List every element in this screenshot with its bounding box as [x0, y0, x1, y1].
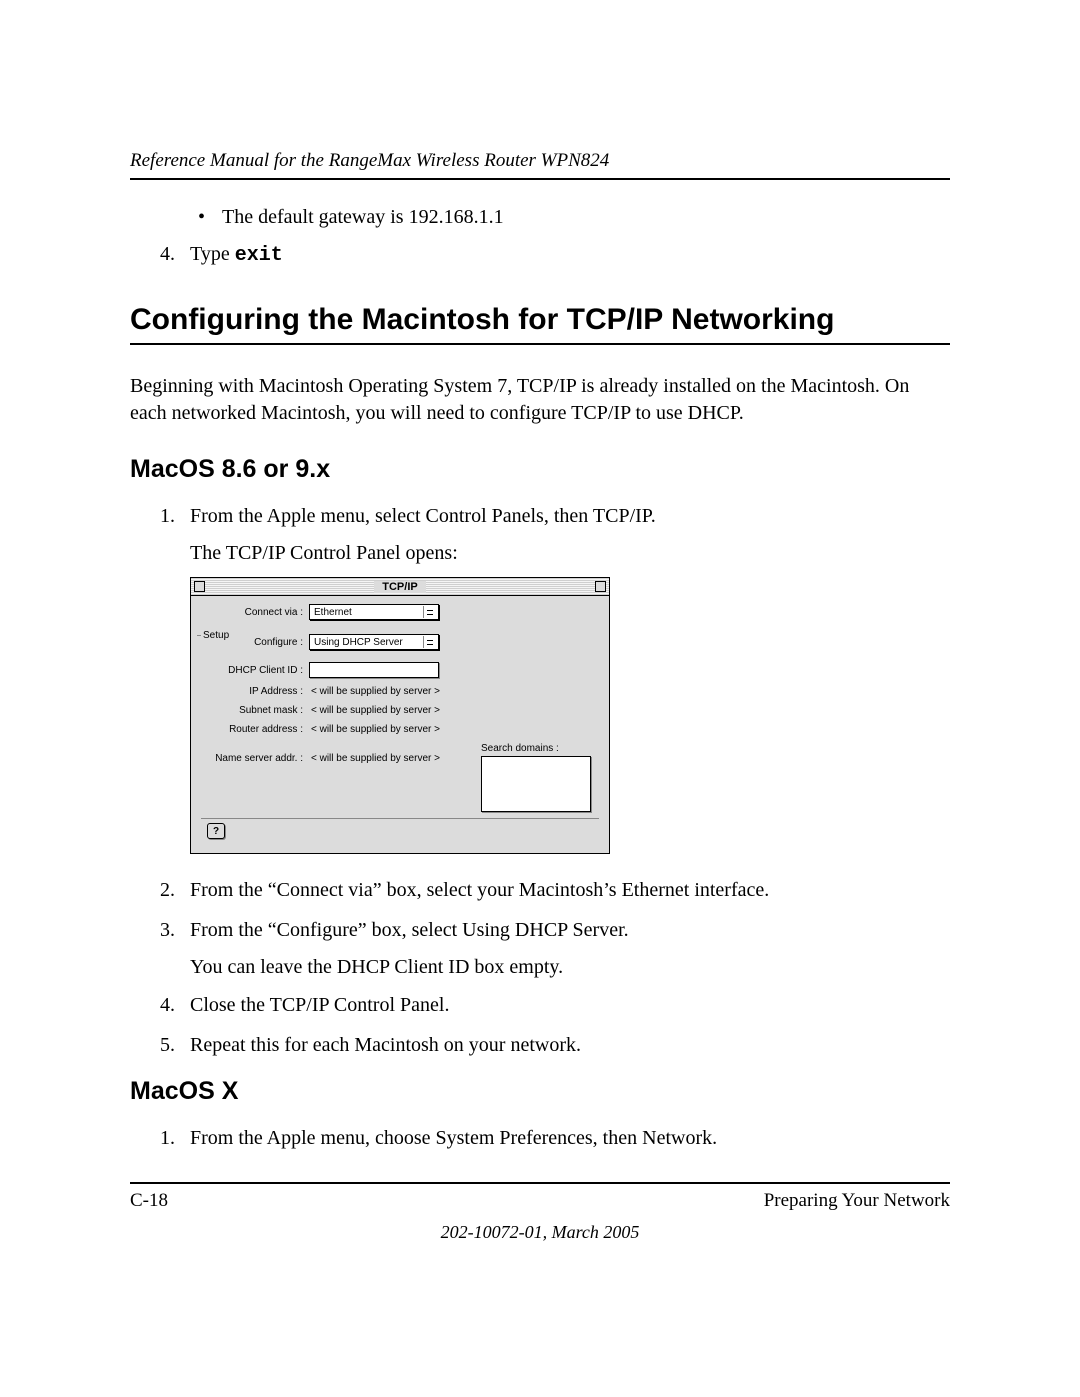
footer-date: 202-10072-01, March 2005: [130, 1222, 950, 1243]
step-text: From the “Connect via” box, select your …: [190, 876, 940, 904]
step-text: From the Apple menu, select Control Pane…: [190, 502, 940, 530]
value-subnet: < will be supplied by server >: [309, 705, 440, 716]
step-text: Repeat this for each Macintosh on your n…: [190, 1031, 940, 1059]
heading-configuring-mac: Configuring the Macintosh for TCP/IP Net…: [130, 303, 950, 337]
input-search-domains[interactable]: [481, 756, 591, 812]
row-connect-via: Connect via : Ethernet: [201, 604, 599, 620]
row-router: Router address : < will be supplied by s…: [201, 724, 599, 735]
panel-title: TCP/IP: [374, 581, 425, 593]
bullet-dot: •: [198, 206, 222, 229]
input-dhcp-client-id[interactable]: [309, 662, 439, 678]
step-a3-cont: You can leave the DHCP Client ID box emp…: [190, 956, 950, 979]
panel-body: Connect via : Ethernet Setup Configure :…: [191, 596, 609, 853]
dropdown-value: Using DHCP Server: [314, 637, 403, 648]
row-configure: Configure : Using DHCP Server: [201, 634, 599, 650]
step-text: From the Apple menu, choose System Prefe…: [190, 1124, 940, 1152]
step-a5: 5.Repeat this for each Macintosh on your…: [160, 1031, 950, 1059]
label-router: Router address :: [201, 724, 309, 735]
panel-lower-left: Name server addr. : < will be supplied b…: [201, 743, 481, 772]
step-number: 4.: [160, 243, 190, 266]
panel-lower-right: Search domains :: [481, 743, 599, 812]
step-number: 1.: [160, 502, 190, 530]
heading-macos-x: MacOS X: [130, 1077, 950, 1106]
step-command: exit: [235, 244, 283, 267]
step-number: 1.: [160, 1124, 190, 1152]
page-number: C-18: [130, 1190, 168, 1212]
section-title: Preparing Your Network: [764, 1190, 950, 1212]
row-subnet: Subnet mask : < will be supplied by serv…: [201, 705, 599, 716]
fieldset-label-setup: Setup: [201, 630, 231, 641]
row-ip-address: IP Address : < will be supplied by serve…: [201, 686, 599, 697]
dropdown-connect-via[interactable]: Ethernet: [309, 604, 439, 620]
header-rule: [130, 178, 950, 180]
step-number: 4.: [160, 991, 190, 1019]
step-text: From the “Configure” box, select Using D…: [190, 916, 940, 944]
step-a1: 1.From the Apple menu, select Control Pa…: [160, 502, 950, 530]
step-text: Type: [190, 243, 235, 265]
value-ip-address: < will be supplied by server >: [309, 686, 440, 697]
label-search-domains: Search domains :: [481, 743, 599, 754]
step-a2: 2.From the “Connect via” box, select you…: [160, 876, 950, 904]
step-b1: 1.From the Apple menu, choose System Pre…: [160, 1124, 950, 1152]
panel-lower: Name server addr. : < will be supplied b…: [201, 743, 599, 812]
help-icon: ?: [213, 826, 219, 837]
close-box-icon[interactable]: [194, 581, 205, 592]
step-a4: 4.Close the TCP/IP Control Panel.: [160, 991, 950, 1019]
zoom-box-icon[interactable]: [595, 581, 606, 592]
page-header: Reference Manual for the RangeMax Wirele…: [130, 150, 950, 172]
label-dhcp-client-id: DHCP Client ID :: [201, 665, 309, 676]
label-connect-via: Connect via :: [201, 607, 309, 618]
row-nameserver: Name server addr. : < will be supplied b…: [201, 753, 481, 764]
heading-rule: [130, 343, 950, 345]
bullet-text: The default gateway is 192.168.1.1: [222, 206, 504, 228]
panel-footer: ?: [201, 818, 599, 843]
tcpip-control-panel: TCP/IP Connect via : Ethernet Setup Conf…: [190, 577, 610, 854]
value-router: < will be supplied by server >: [309, 724, 440, 735]
help-button[interactable]: ?: [207, 823, 225, 839]
label-ip-address: IP Address :: [201, 686, 309, 697]
label-subnet: Subnet mask :: [201, 705, 309, 716]
footer-rule: [130, 1182, 950, 1184]
step-a1-cont: The TCP/IP Control Panel opens:: [190, 542, 950, 565]
step-number: 3.: [160, 916, 190, 944]
step-a3: 3.From the “Configure” box, select Using…: [160, 916, 950, 944]
heading-macos-8-9: MacOS 8.6 or 9.x: [130, 455, 950, 484]
panel-titlebar: TCP/IP: [191, 578, 609, 596]
step-type-exit: 4.Type exit: [160, 243, 950, 267]
step-number: 2.: [160, 876, 190, 904]
document-page: Reference Manual for the RangeMax Wirele…: [0, 0, 1080, 1303]
intro-paragraph: Beginning with Macintosh Operating Syste…: [130, 373, 950, 427]
row-dhcp-client-id: DHCP Client ID :: [201, 662, 599, 678]
footer-row: C-18 Preparing Your Network: [130, 1190, 950, 1212]
step-number: 5.: [160, 1031, 190, 1059]
bullet-default-gateway: •The default gateway is 192.168.1.1: [198, 206, 950, 229]
dropdown-configure[interactable]: Using DHCP Server: [309, 634, 439, 650]
label-nameserver: Name server addr. :: [201, 753, 309, 764]
value-nameserver: < will be supplied by server >: [309, 753, 440, 764]
dropdown-value: Ethernet: [314, 607, 352, 618]
step-text: Close the TCP/IP Control Panel.: [190, 991, 940, 1019]
